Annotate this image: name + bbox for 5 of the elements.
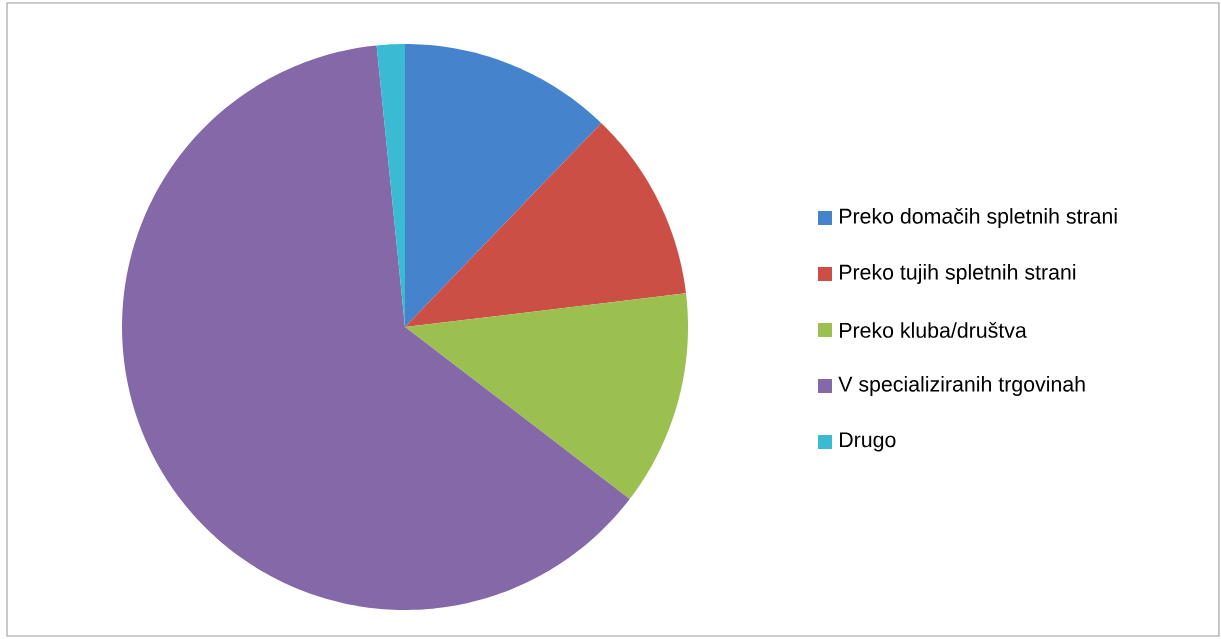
legend-label: V specializiranih trgovinah xyxy=(838,376,1085,396)
legend-label: Drugo xyxy=(840,432,896,452)
legend-label: Preko tujih spletnih strani xyxy=(840,264,1076,284)
legend-label: Preko domačih spletnih strani xyxy=(840,208,1117,228)
legend-label: Preko kluba/društva xyxy=(840,322,1027,338)
